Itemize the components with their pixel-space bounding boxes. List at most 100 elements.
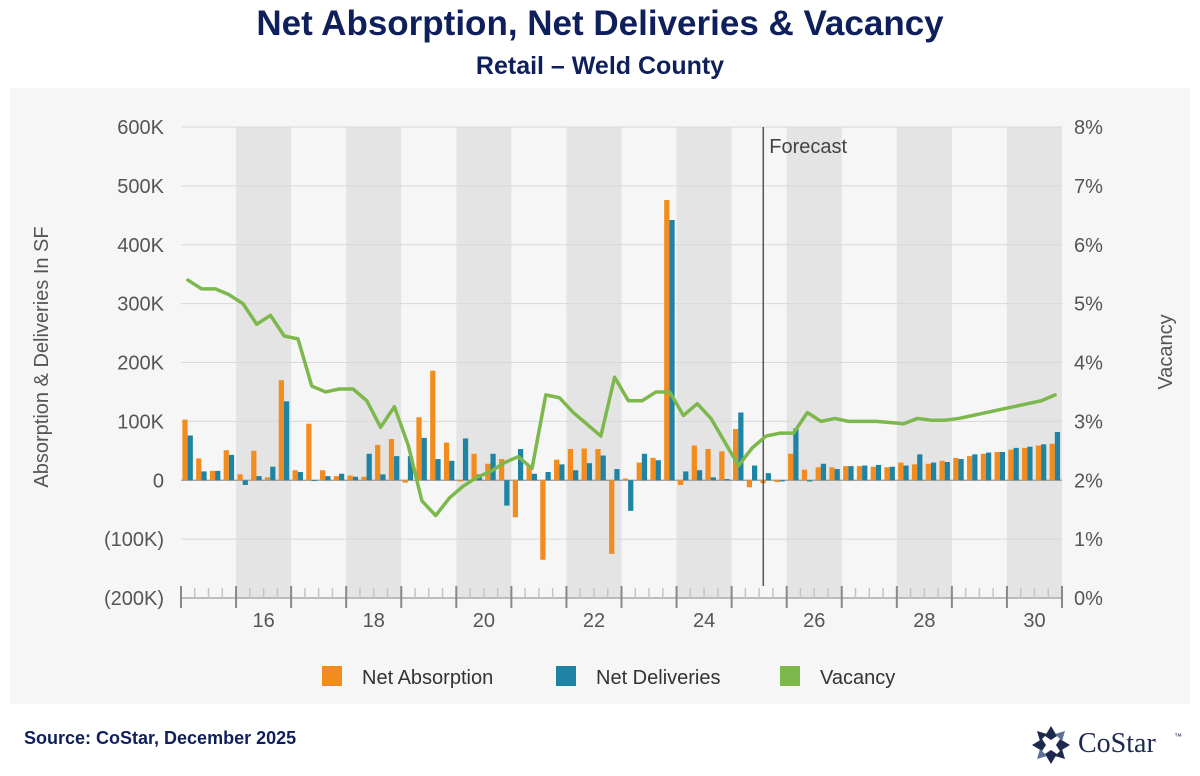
net-deliveries-bar [972,454,978,481]
net-absorption-bar [595,449,601,481]
net-deliveries-bar [655,460,661,481]
net-deliveries-bar [256,476,262,481]
net-deliveries-bar [462,438,469,481]
net-deliveries-bar [352,476,359,481]
net-deliveries-bar [545,472,551,481]
net-deliveries-bar [407,456,414,481]
net-deliveries-bar [930,462,937,481]
net-absorption-bar [306,423,312,481]
net-absorption-bar [746,480,752,488]
net-deliveries-bar [986,452,992,481]
net-deliveries-bar [765,473,771,481]
net-absorption-bar [526,465,532,481]
net-deliveries-bar [944,462,950,481]
net-absorption-bar [856,466,863,481]
net-deliveries-bar [793,428,799,481]
net-absorption-bar [196,458,202,481]
y-right-axis-title: Vacancy [1155,314,1177,389]
y-right-tick-label: 2% [1074,470,1103,492]
net-absorption-bar [939,460,945,481]
net-deliveries-bar [641,453,648,481]
net-deliveries-bar [201,471,207,481]
net-absorption-bar [416,417,422,481]
net-deliveries-bar [779,480,785,482]
chart-title: Net Absorption, Net Deliveries & Vacancy [256,4,944,43]
x-tick-label: 20 [473,610,495,632]
net-absorption-bar [388,439,395,481]
net-deliveries-bar [848,466,854,481]
net-deliveries-bar [394,456,400,481]
net-absorption-bar [774,480,780,483]
net-absorption-bar [953,457,959,481]
net-absorption-bar [967,456,973,481]
y-left-tick-label: (200K) [104,588,164,610]
net-absorption-bar [512,480,518,518]
net-deliveries-bar [586,463,593,481]
net-absorption-bar [292,470,298,481]
net-absorption-bar [402,480,408,483]
x-tick-label: 16 [252,610,274,632]
y-right-tick-label: 8% [1074,117,1103,139]
net-deliveries-bar [573,470,579,481]
legend-label-net-absorption: Net Absorption [362,667,493,689]
logo-trademark: ™ [1174,732,1182,741]
net-absorption-bar [1022,447,1028,481]
net-deliveries-bar [958,459,964,481]
net-deliveries-bar [1041,444,1047,481]
legend-label-vacancy: Vacancy [820,667,895,689]
net-absorption-bar [443,442,450,481]
costar-logo: CoStar ™ [1030,722,1190,768]
net-absorption-bar [801,469,808,481]
y-left-tick-label: 100K [117,411,164,433]
net-deliveries-bar [999,451,1006,481]
net-absorption-bar [251,450,257,481]
y-left-tick-label: 300K [117,294,164,316]
net-absorption-bar [650,457,656,481]
y-right-tick-label: 3% [1074,411,1103,433]
net-deliveries-bar [215,470,221,481]
net-absorption-bar [636,462,642,481]
net-deliveries-bar [339,473,345,481]
net-deliveries-bar [903,465,909,481]
net-absorption-bar [677,480,684,485]
net-deliveries-bar [421,437,427,481]
net-absorption-bar [333,476,340,481]
net-absorption-bar [705,449,711,481]
net-deliveries-bar [738,412,744,481]
net-absorption-bar [567,449,574,481]
x-tick-label: 18 [363,610,385,632]
legend-swatch-net-deliveries [556,666,576,686]
y-right-tick-label: 7% [1074,176,1103,198]
net-absorption-bar [691,445,697,481]
net-absorption-bar [898,462,904,481]
net-deliveries-bar [242,480,248,485]
net-absorption-bar [182,419,188,481]
net-deliveries-bar [187,435,193,481]
net-absorption-bar [1049,443,1055,481]
net-absorption-bar [829,467,835,481]
net-absorption-bar [471,453,477,481]
net-absorption-bar [815,467,821,481]
y-left-tick-label: 200K [117,353,164,375]
net-deliveries-bar [600,455,606,481]
net-absorption-bar [788,453,794,481]
net-deliveries-bar [449,460,455,481]
net-absorption-bar [264,477,271,481]
net-deliveries-bar [628,480,634,511]
net-deliveries-bar [531,473,537,481]
net-absorption-bar [994,451,1000,481]
net-deliveries-bar [614,469,620,481]
net-deliveries-bar [325,476,331,481]
y-left-tick-label: (100K) [104,529,164,551]
net-absorption-bar [733,429,739,481]
net-deliveries-bar [435,459,441,481]
y-right-tick-label: 0% [1074,588,1103,610]
y-right-tick-label: 6% [1074,235,1103,257]
source-note: Source: CoStar, December 2025 [24,728,297,748]
net-deliveries-bar [1054,431,1061,481]
net-deliveries-bar [270,466,276,481]
y-left-axis-title: Absorption & Deliveries In SF [31,226,53,487]
net-deliveries-bar [710,477,716,481]
net-absorption-bar [361,476,367,481]
legend-label-net-deliveries: Net Deliveries [596,667,720,689]
